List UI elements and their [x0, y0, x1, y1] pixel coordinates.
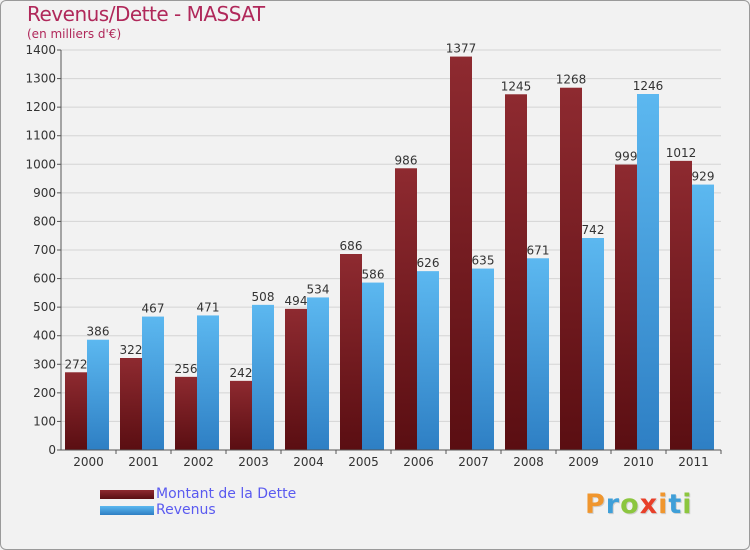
data-label: 272	[65, 357, 88, 371]
data-label: 1377	[446, 42, 477, 56]
logo-letter: i	[682, 489, 693, 520]
data-label: 686	[340, 239, 363, 253]
y-tick-label: 200	[33, 386, 56, 400]
logo-letter: t	[668, 489, 683, 520]
bar-revenus	[307, 297, 329, 450]
y-tick-label: 0	[48, 443, 56, 457]
data-label: 1246	[633, 79, 664, 93]
bar-revenus	[417, 271, 439, 450]
data-label: 471	[197, 300, 220, 314]
y-tick-label: 1000	[25, 157, 56, 171]
bar-debt	[670, 160, 692, 450]
bar-debt	[340, 254, 362, 450]
bar-revenus	[197, 315, 219, 450]
logo-letter: P	[585, 489, 606, 520]
legend-label-revenus: Revenus	[156, 502, 216, 518]
bar-debt	[395, 168, 417, 451]
x-tick-label: 2009	[568, 455, 599, 469]
bar-debt	[285, 308, 307, 450]
proxiti-logo: Proxiti	[585, 489, 693, 520]
chart-legend: Montant de la Dette Revenus	[100, 486, 296, 518]
y-tick-label: 500	[33, 300, 56, 314]
bar-revenus	[637, 94, 659, 450]
data-label: 508	[252, 290, 275, 304]
x-tick-label: 2011	[678, 455, 709, 469]
data-label: 494	[285, 294, 308, 308]
bar-debt	[615, 164, 637, 451]
bar-debt	[505, 94, 527, 451]
x-tick-label: 2001	[128, 455, 159, 469]
data-label: 1268	[556, 73, 587, 87]
y-tick-label: 300	[33, 357, 56, 371]
data-label: 242	[230, 366, 253, 380]
legend-swatch-revenus	[100, 505, 154, 515]
bar-revenus	[142, 316, 164, 450]
x-tick-label: 2003	[238, 455, 269, 469]
data-label: 322	[120, 343, 143, 357]
bar-debt	[230, 380, 252, 450]
y-tick-label: 600	[33, 272, 56, 286]
y-tick-label: 100	[33, 414, 56, 428]
bar-revenus	[472, 268, 494, 450]
x-tick-label: 2008	[513, 455, 544, 469]
data-label: 467	[142, 302, 165, 316]
y-tick-label: 1400	[25, 43, 56, 57]
data-label: 1012	[666, 146, 697, 160]
logo-letter: i	[658, 489, 669, 520]
bar-revenus	[87, 339, 109, 450]
data-label: 671	[527, 243, 550, 257]
legend-item-revenus: Revenus	[100, 502, 296, 518]
y-tick-label: 400	[33, 329, 56, 343]
data-label: 999	[615, 150, 638, 164]
chart-title: Revenus/Dette - MASSAT	[27, 2, 265, 26]
bar-revenus	[527, 258, 549, 450]
x-tick-label: 2005	[348, 455, 379, 469]
y-tick-label: 900	[33, 186, 56, 200]
chart-subtitle: (en milliers d'€)	[27, 27, 122, 41]
bar-revenus	[692, 184, 714, 451]
data-label: 256	[175, 362, 198, 376]
x-tick-label: 2010	[623, 455, 654, 469]
data-label: 986	[395, 153, 418, 167]
x-tick-label: 2002	[183, 455, 214, 469]
x-tick-label: 2004	[293, 455, 324, 469]
x-tick-label: 2007	[458, 455, 489, 469]
bar-revenus	[252, 304, 274, 450]
y-tick-label: 800	[33, 214, 56, 228]
bar-revenus	[582, 238, 604, 450]
legend-label-debt: Montant de la Dette	[156, 486, 297, 502]
data-label: 635	[472, 254, 495, 268]
data-label: 626	[417, 256, 440, 270]
data-label: 742	[582, 223, 605, 237]
y-tick-label: 700	[33, 243, 56, 257]
legend-swatch-debt	[100, 489, 154, 499]
logo-letter: r	[605, 489, 621, 520]
y-tick-label: 1200	[25, 100, 56, 114]
legend-item-debt: Montant de la Dette	[100, 486, 296, 502]
data-label: 929	[692, 170, 715, 184]
logo-letter: x	[639, 489, 659, 520]
y-tick-label: 1300	[25, 72, 56, 86]
bar-debt	[560, 87, 582, 450]
bar-debt	[120, 358, 142, 450]
data-label: 586	[362, 268, 385, 282]
bar-debt	[65, 372, 87, 450]
x-tick-label: 2006	[403, 455, 434, 469]
logo-letter: o	[620, 489, 640, 520]
bar-debt	[450, 56, 472, 450]
bar-debt	[175, 376, 197, 450]
data-label: 1245	[501, 79, 532, 93]
bar-revenus	[362, 282, 384, 450]
data-label: 534	[307, 282, 330, 296]
data-label: 386	[87, 325, 110, 339]
y-tick-label: 1100	[25, 129, 56, 143]
x-tick-label: 2000	[73, 455, 104, 469]
